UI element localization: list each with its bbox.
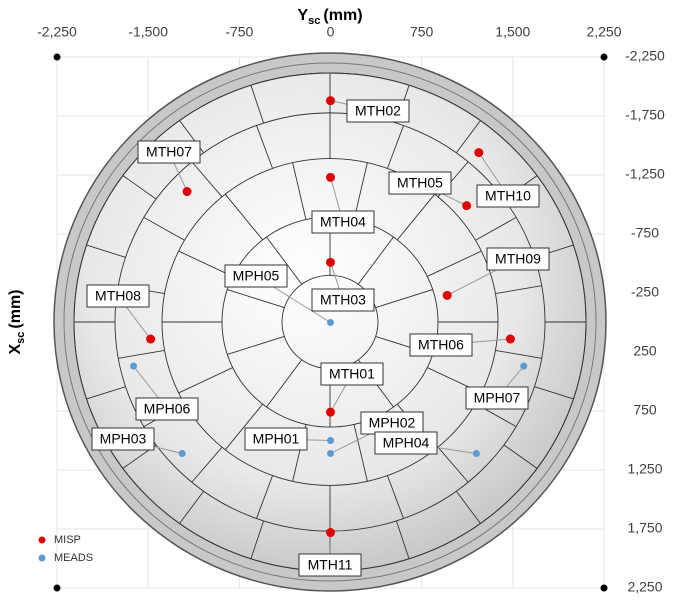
x-tick-label: 1,500 xyxy=(495,24,530,40)
point-label: MPH04 xyxy=(383,435,430,451)
data-point xyxy=(473,450,480,457)
data-point xyxy=(326,258,335,267)
x-tick-label: 750 xyxy=(410,24,434,40)
point-label: MTH05 xyxy=(397,175,443,191)
corner-marker xyxy=(54,585,61,592)
data-point xyxy=(462,201,471,210)
point-label: MTH09 xyxy=(495,251,541,267)
point-label: MPH06 xyxy=(144,401,191,417)
point-label: MTH02 xyxy=(355,103,401,119)
point-label: MPH02 xyxy=(369,415,416,431)
y-tick-label: -2,250 xyxy=(625,48,665,64)
corner-marker xyxy=(601,54,608,61)
data-point xyxy=(520,363,527,370)
data-point xyxy=(443,291,452,300)
y-tick-label: -250 xyxy=(631,284,659,300)
data-point xyxy=(326,408,335,417)
point-label: MPH05 xyxy=(233,268,280,284)
x-tick-label: -2,250 xyxy=(37,24,77,40)
y-tick-label: 1,750 xyxy=(627,520,662,536)
x-tick-label: 2,250 xyxy=(586,24,621,40)
corner-marker xyxy=(601,585,608,592)
y-axis-title-main: X xyxy=(7,344,24,355)
y-tick-label: 750 xyxy=(633,402,657,418)
x-axis-title-sub: sc xyxy=(308,15,320,27)
legend-marker xyxy=(39,537,46,544)
y-tick-label: -750 xyxy=(631,225,659,241)
x-axis-title-main: Y xyxy=(297,7,308,24)
y-tick-label: 1,250 xyxy=(627,461,662,477)
data-point xyxy=(183,187,192,196)
point-label: MTH06 xyxy=(418,337,464,353)
x-tick-label: -750 xyxy=(225,24,253,40)
x-axis-title-unit: (mm) xyxy=(323,7,362,24)
corner-marker xyxy=(54,54,61,61)
data-point xyxy=(179,450,186,457)
point-label: MTH11 xyxy=(308,557,353,573)
y-axis-title: Xsc (mm) xyxy=(7,289,27,354)
legend-marker xyxy=(39,555,46,562)
data-point xyxy=(327,319,334,326)
data-point xyxy=(146,335,155,344)
point-label: MTH04 xyxy=(320,214,366,230)
y-axis-title-sub: sc xyxy=(15,332,27,344)
data-point xyxy=(326,173,335,182)
legend-label: MISP xyxy=(54,534,81,546)
point-label: MTH07 xyxy=(146,144,192,160)
point-label: MPH01 xyxy=(253,431,300,447)
data-point xyxy=(474,148,483,157)
y-tick-label: -1,750 xyxy=(625,107,665,123)
x-tick-label: -1,500 xyxy=(128,24,168,40)
point-label: MTH10 xyxy=(485,188,531,204)
legend-label: MEADS xyxy=(54,552,93,564)
data-point xyxy=(326,96,335,105)
x-tick-label: 0 xyxy=(327,24,335,40)
data-point xyxy=(506,335,515,344)
page: {"chart_data": {"type": "scatter", "x_la… xyxy=(0,0,683,605)
point-label: MTH03 xyxy=(320,292,366,308)
data-point xyxy=(327,437,334,444)
point-label: MTH01 xyxy=(329,366,375,382)
point-label: MTH08 xyxy=(95,288,141,304)
data-point xyxy=(130,363,137,370)
y-tick-label: -1,250 xyxy=(625,166,665,182)
y-axis-title-unit: (mm) xyxy=(7,289,24,328)
data-point xyxy=(327,450,334,457)
chart: Ysc(mm) Xsc(mm) -2,250-1,500-75007501,50… xyxy=(0,0,683,605)
y-tick-label: 2,250 xyxy=(627,579,662,595)
point-label: MPH07 xyxy=(474,390,521,406)
y-tick-label: 250 xyxy=(633,343,657,359)
data-point xyxy=(326,528,335,537)
point-label: MPH03 xyxy=(100,431,147,447)
